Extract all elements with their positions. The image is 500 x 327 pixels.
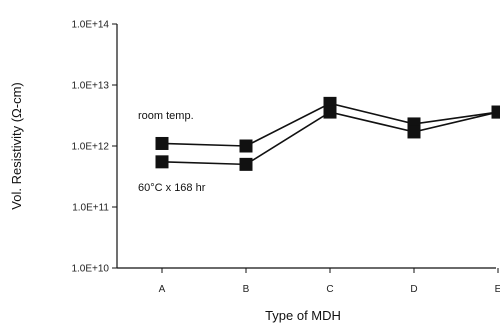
series-2 [155, 105, 500, 171]
annotation-room-temp: room temp. [138, 110, 194, 122]
y-tick-label: 1.0E+12 [71, 142, 109, 153]
x-tick-label: C [326, 284, 333, 295]
series-layer [155, 96, 500, 171]
axes [116, 24, 496, 269]
y-tick-label: 1.0E+10 [71, 264, 109, 275]
data-point [407, 125, 421, 139]
y-axis-title: Vol. Resistivity (Ω-cm) [9, 82, 24, 209]
data-point [155, 155, 169, 169]
series-1 [155, 96, 500, 153]
x-tick-label: E [495, 284, 500, 295]
data-point [239, 139, 253, 153]
x-tick-label: D [410, 284, 417, 295]
y-tick-label: 1.0E+11 [72, 203, 109, 214]
y-tick-label: 1.0E+13 [71, 81, 109, 92]
x-ticks: A B C D E [159, 268, 500, 295]
y-ticks: 1.0E+10 1.0E+11 1.0E+12 1.0E+13 1.0E+14 [71, 20, 117, 275]
y-tick-label: 1.0E+14 [71, 20, 109, 31]
x-axis-title: Type of MDH [265, 308, 341, 323]
data-point [155, 136, 169, 150]
data-point [491, 105, 500, 119]
data-point [323, 105, 337, 119]
x-tick-label: A [159, 284, 166, 295]
x-tick-label: B [243, 284, 250, 295]
data-point [239, 157, 253, 171]
annotation-60c-168hr: 60°C x 168 hr [138, 182, 206, 194]
